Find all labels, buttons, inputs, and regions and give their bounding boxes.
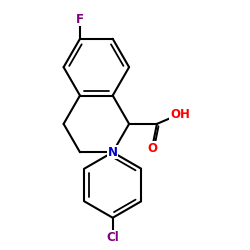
Text: OH: OH	[170, 108, 190, 120]
Text: F: F	[76, 13, 84, 26]
Text: Cl: Cl	[106, 231, 119, 244]
Text: N: N	[108, 146, 118, 159]
Text: O: O	[147, 142, 157, 155]
